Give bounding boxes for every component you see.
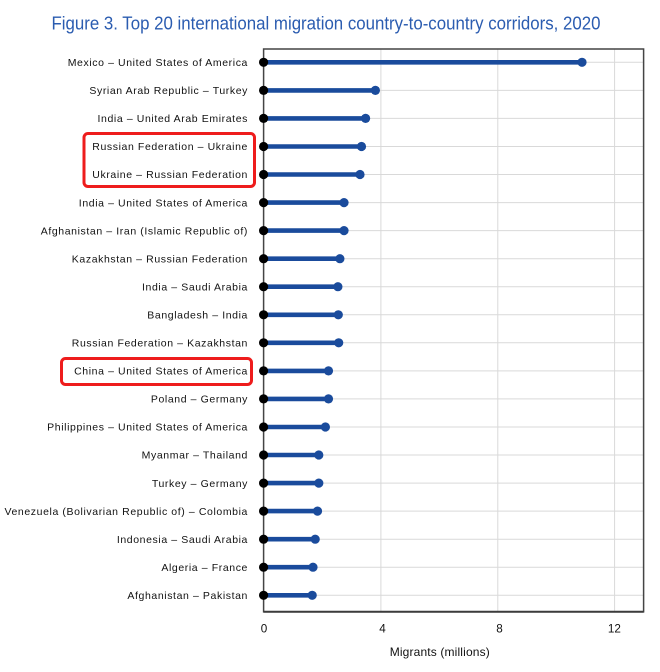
svg-text:India – United Arab Emirates: India – United Arab Emirates xyxy=(98,113,248,125)
svg-text:Poland – Germany: Poland – Germany xyxy=(151,394,248,406)
svg-text:Russian Federation – Ukraine: Russian Federation – Ukraine xyxy=(92,141,248,153)
svg-text:India – Saudi Arabia: India – Saudi Arabia xyxy=(142,281,248,293)
svg-text:India – United States of Ameri: India – United States of America xyxy=(79,197,248,209)
svg-text:0: 0 xyxy=(261,622,268,635)
svg-text:Afghanistan – Iran (Islamic Re: Afghanistan – Iran (Islamic Republic of) xyxy=(41,225,248,237)
svg-text:Syrian Arab Republic – Turkey: Syrian Arab Republic – Turkey xyxy=(89,85,248,97)
svg-text:Russian Federation – Kazakhsta: Russian Federation – Kazakhstan xyxy=(72,338,248,350)
svg-text:Algeria – France: Algeria – France xyxy=(161,562,248,574)
svg-text:Kazakhstan – Russian Federatio: Kazakhstan – Russian Federation xyxy=(72,253,248,265)
svg-text:Migrants (millions): Migrants (millions) xyxy=(390,645,490,659)
svg-text:4: 4 xyxy=(379,622,386,635)
svg-text:8: 8 xyxy=(496,622,503,635)
svg-text:Afghanistan – Pakistan: Afghanistan – Pakistan xyxy=(127,590,248,602)
svg-text:Figure 3. Top 20 international: Figure 3. Top 20 international migration… xyxy=(52,13,601,34)
svg-text:12: 12 xyxy=(608,622,621,635)
svg-text:Philippines – United States of: Philippines – United States of America xyxy=(47,422,248,434)
svg-text:Turkey – Germany: Turkey – Germany xyxy=(152,478,248,490)
svg-text:Myanmar – Thailand: Myanmar – Thailand xyxy=(142,450,248,462)
svg-text:Ukraine – Russian Federation: Ukraine – Russian Federation xyxy=(92,169,248,181)
svg-text:Mexico – United States of Amer: Mexico – United States of America xyxy=(68,57,248,69)
svg-text:Indonesia – Saudi Arabia: Indonesia – Saudi Arabia xyxy=(117,534,248,546)
svg-text:Bangladesh – India: Bangladesh – India xyxy=(147,310,248,322)
svg-text:China – United States of Ameri: China – United States of America xyxy=(74,366,248,378)
svg-text:Venezuela (Bolivarian Republic: Venezuela (Bolivarian Republic of) – Col… xyxy=(4,506,248,518)
